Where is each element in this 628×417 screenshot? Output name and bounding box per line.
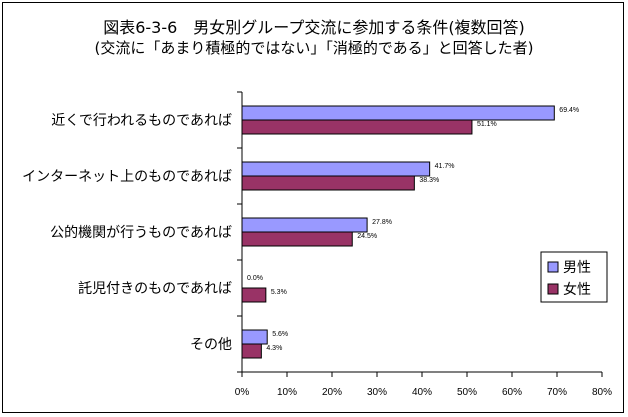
x-tick-label: 70%	[547, 387, 567, 398]
bar-male	[241, 329, 268, 345]
bar-female	[241, 343, 262, 359]
bar-male	[241, 217, 368, 233]
legend-swatch-female	[547, 283, 559, 295]
bar-male	[241, 105, 555, 121]
chart-frame	[2, 2, 624, 413]
bar-male	[241, 161, 431, 177]
category-label: 近くで行われるものであれば	[51, 113, 232, 129]
x-tick-label: 60%	[502, 387, 522, 398]
category-label: 託児付きのものであれば	[78, 281, 232, 297]
x-tick-label: 0%	[235, 387, 250, 398]
chart-subtitle: (交流に「あまり積極的ではない」「消極的である」と回答した者)	[94, 39, 534, 57]
category-label: 公的機関が行うものであれば	[50, 225, 232, 241]
data-label-male: 69.4%	[559, 107, 579, 114]
data-label-male: 5.6%	[272, 331, 288, 338]
data-label-female: 5.3%	[271, 289, 287, 296]
data-label-male: 41.7%	[435, 163, 455, 170]
x-tick-label: 40%	[412, 387, 432, 398]
data-label-female: 38.3%	[419, 177, 439, 184]
bar-female	[241, 119, 473, 135]
data-label-female: 51.1%	[477, 121, 497, 128]
data-label-female: 24.5%	[357, 233, 377, 240]
bar-female	[241, 175, 415, 191]
legend-label-male: 男性	[563, 260, 591, 276]
chart-title: 図表6-3-6 男女別グループ交流に参加する条件(複数回答)	[103, 18, 525, 37]
category-label: インターネット上のものであれば	[22, 169, 232, 185]
x-tick-label: 30%	[367, 387, 387, 398]
x-tick-label: 10%	[277, 387, 297, 398]
x-tick-label: 50%	[457, 387, 477, 398]
legend-swatch-male	[547, 261, 559, 273]
x-tick-label: 20%	[322, 387, 342, 398]
data-label-female: 4.3%	[266, 345, 282, 352]
data-label-male: 0.0%	[247, 275, 263, 282]
legend-label-female: 女性	[563, 281, 591, 298]
category-label: その他	[190, 337, 232, 353]
bar-female	[241, 231, 353, 247]
x-tick-label: 80%	[592, 387, 612, 398]
data-label-male: 27.8%	[372, 219, 392, 226]
bar-female	[241, 287, 267, 303]
